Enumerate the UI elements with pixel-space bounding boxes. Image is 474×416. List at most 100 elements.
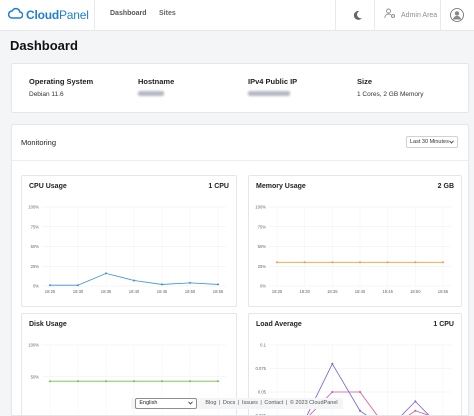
data-point [303, 261, 306, 264]
data-point [414, 409, 417, 412]
divider [12, 160, 468, 161]
data-point [414, 400, 417, 403]
y-tick-label: 0% [33, 284, 39, 289]
nav-dashboard[interactable]: Dashboard [110, 10, 147, 17]
chart-card-cpu: CPU Usage 1 CPU 100% 75% 50% 25% 0% 18:25 18:3… [21, 175, 237, 307]
chart-badge: 1 CPU [208, 183, 229, 190]
cloudpanel-logo[interactable]: CloudPanel [7, 6, 89, 24]
data-point [161, 283, 163, 286]
footer-copyright: © 2023 CloudPanel [289, 400, 338, 406]
x-tick-label: 18:55 [438, 289, 449, 294]
data-point [133, 279, 135, 282]
y-tick-label: 0.1 [260, 343, 266, 348]
data-point [359, 409, 361, 412]
data-point [414, 261, 417, 264]
x-tick-label: 18:25 [272, 289, 283, 294]
info-value-redacted [138, 91, 174, 98]
logo-text-part2: Panel [59, 8, 89, 22]
x-tick-label: 18:35 [327, 289, 338, 294]
y-tick-label: 50% [31, 374, 40, 379]
data-point [49, 380, 51, 383]
data-point [386, 261, 389, 264]
data-point [77, 284, 79, 287]
chart-title: CPU Usage [29, 183, 67, 190]
moon-icon [351, 9, 365, 26]
footer-link-contact[interactable]: Contact [264, 400, 284, 406]
data-point [359, 261, 361, 264]
divider [94, 0, 95, 30]
data-point [442, 261, 444, 264]
data-point [276, 261, 278, 264]
chart-badge: 1 CPU [433, 321, 454, 328]
info-label: IPv4 Public IP [248, 77, 298, 86]
x-tick-label: 18:25 [45, 289, 56, 294]
y-tick-label: 100% [28, 205, 39, 210]
logo-text-part1: Cloud [26, 8, 59, 22]
x-tick-label: 18:50 [185, 289, 196, 294]
admin-area-link[interactable]: Admin Area [384, 8, 438, 21]
monitoring-card: Monitoring Last 30 Minutes CPU Usage 1 C… [11, 124, 469, 416]
x-tick-label: 18:30 [299, 289, 310, 294]
time-range-value: Last 30 Minutes [410, 139, 449, 145]
disk-usage-chart: 100% 50% [28, 343, 226, 415]
dark-mode-toggle[interactable] [351, 8, 365, 22]
data-point [189, 281, 191, 284]
info-value: 1 Cores, 2 GB Memory [357, 91, 424, 98]
footer-link-blog[interactable]: Blog [205, 400, 217, 406]
info-label: Operating System [29, 77, 94, 86]
data-point [217, 283, 219, 286]
x-tick-label: 18:45 [382, 289, 393, 294]
info-size: Size 1 Cores, 2 GB Memory [357, 77, 423, 98]
divider [440, 0, 441, 30]
y-tick-label: 0% [260, 284, 266, 289]
info-os: Operating System Debian 11.6 [29, 77, 93, 98]
chevron-down-icon [188, 401, 194, 407]
data-point [77, 380, 79, 383]
top-bar: CloudPanel Dashboard Sites Admin Area [0, 0, 474, 31]
nav-sites[interactable]: Sites [159, 10, 176, 17]
info-value: Debian 11.6 [29, 91, 64, 98]
info-label: Size [357, 77, 373, 86]
y-tick-label: 100% [255, 205, 266, 210]
monitoring-title: Monitoring [21, 138, 57, 147]
time-range-select[interactable]: Last 30 Minutes [406, 136, 458, 148]
data-point [105, 272, 107, 275]
language-select[interactable]: English [135, 397, 198, 409]
y-tick-label: 50% [31, 244, 40, 249]
footer-link-docs[interactable]: Docs [222, 400, 236, 406]
y-tick-label: 100% [28, 343, 39, 348]
info-hostname: Hostname [138, 77, 174, 98]
user-avatar[interactable] [450, 8, 464, 22]
data-point [105, 380, 107, 383]
chart-title: Memory Usage [256, 183, 306, 190]
chart-badge: 2 GB [437, 183, 454, 190]
chart-title: Disk Usage [29, 321, 67, 328]
info-label: Hostname [138, 77, 175, 86]
footer-links: Blog | Docs | Issues | Contact | © 2023 … [205, 400, 338, 406]
x-tick-label: 18:40 [129, 289, 140, 294]
data-point [49, 284, 51, 287]
x-tick-label: 18:30 [73, 289, 84, 294]
page-title: Dashboard [10, 38, 78, 53]
footer-link-issues[interactable]: Issues [241, 400, 258, 406]
divider [374, 0, 375, 30]
y-tick-label: 25% [258, 264, 267, 269]
data-point [189, 380, 191, 383]
x-tick-label: 18:35 [101, 289, 112, 294]
admin-area-label: Admin Area [401, 11, 438, 19]
x-tick-label: 18:45 [157, 289, 168, 294]
data-point [331, 391, 334, 393]
y-tick-label: 25% [31, 264, 40, 269]
data-point [359, 391, 361, 393]
y-tick-label: 0.075 [256, 366, 267, 371]
chevron-down-icon [449, 140, 454, 146]
y-tick-label: 75% [31, 224, 40, 229]
info-ipv4: IPv4 Public IP [248, 77, 297, 98]
cloud-icon [7, 6, 24, 24]
memory-usage-chart: 100% 75% 50% 25% 0% 18:25 18:30 18:35 18:40 18:45… [255, 205, 451, 294]
chart-card-memory: Memory Usage 2 GB 100% 75% 50% 25% 0% 18:25 18… [248, 175, 462, 307]
data-point [331, 261, 334, 264]
y-tick-label: 75% [258, 224, 267, 229]
info-value-redacted [248, 91, 297, 98]
